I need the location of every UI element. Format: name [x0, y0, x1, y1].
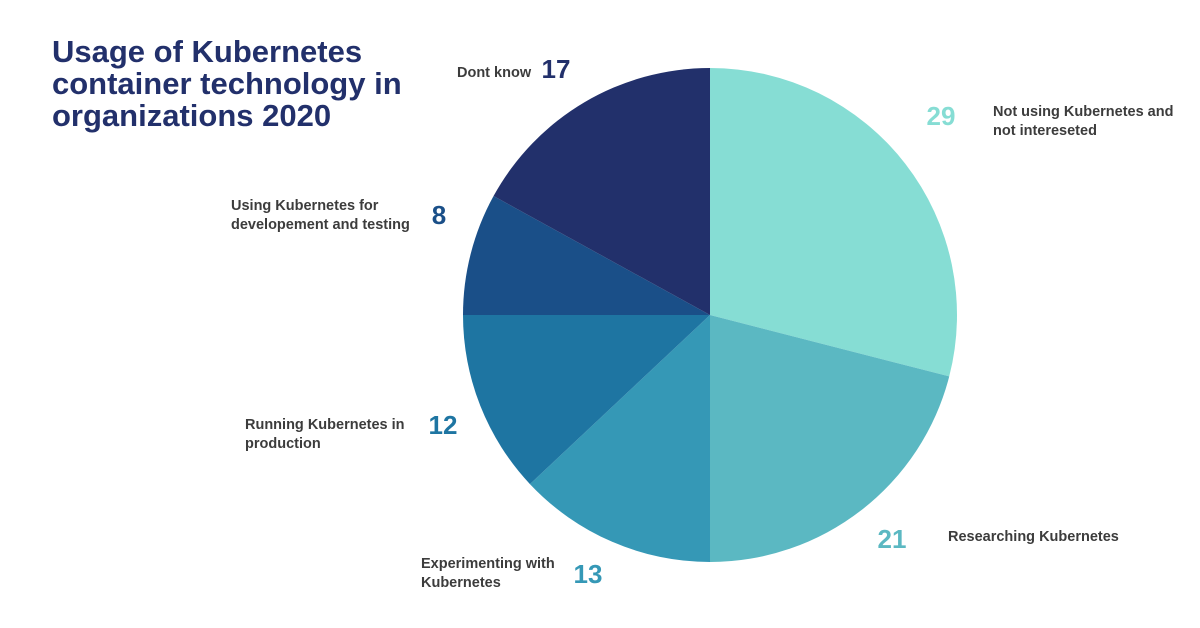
pie-slice — [463, 315, 710, 485]
pie-slice — [710, 315, 950, 562]
slice-label-line: production — [245, 436, 321, 452]
pie-slice — [463, 196, 710, 315]
slice-value: 21 — [878, 524, 907, 554]
pie-slices — [463, 67, 958, 562]
slice-label: Using Kubernetes for developement and tes… — [231, 198, 410, 233]
pie-annotations: Not using Kubernetes and not intereseted 2… — [231, 54, 1173, 591]
slice-label-line: Running Kubernetes in — [245, 417, 405, 433]
slice-label-line: Kubernetes — [421, 575, 501, 591]
slice-label-line: developement and testing — [231, 217, 410, 233]
pie-slice — [529, 315, 710, 562]
slice-label-line: Not using Kubernetes and — [993, 104, 1173, 120]
slice-label-line: not intereseted — [993, 123, 1097, 139]
chart-title: Usage of Kubernetes container technology… — [52, 36, 432, 132]
slice-label-line: Experimenting with — [421, 556, 555, 572]
slice-label-line: Using Kubernetes for — [231, 198, 379, 214]
slice-label-line: Researching Kubernetes — [948, 529, 1119, 545]
pie-slice — [493, 67, 710, 315]
chart-title-line: organizations 2020 — [52, 98, 332, 133]
slice-label: Researching Kubernetes — [948, 529, 1119, 545]
slice-value: 17 — [542, 54, 571, 84]
slice-label: Running Kubernetes in production — [245, 417, 405, 452]
slice-label: Not using Kubernetes and not intereseted — [993, 104, 1173, 139]
chart-title-line: Usage of Kubernetes — [52, 34, 363, 69]
slice-value: 13 — [574, 559, 603, 589]
pie-slice — [710, 68, 958, 377]
slice-value: 8 — [432, 200, 446, 230]
slice-label: Dont know — [457, 65, 532, 81]
slice-label: Experimenting with Kubernetes — [421, 556, 555, 591]
slice-value: 12 — [429, 410, 458, 440]
chart-title-line: container technology in — [52, 66, 402, 101]
slice-label-line: Dont know — [457, 65, 532, 81]
slice-value: 29 — [927, 101, 956, 131]
